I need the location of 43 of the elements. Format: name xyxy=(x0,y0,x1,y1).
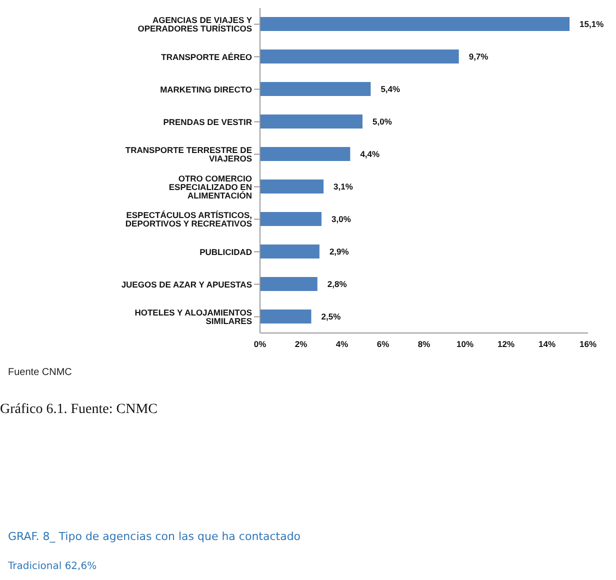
data-label: 3,0% xyxy=(332,214,352,224)
x-tick-label: 2% xyxy=(294,339,308,350)
text: Gráfico 6.1. Fuente: CNMC xyxy=(0,402,158,418)
x-tick-label: 16% xyxy=(579,339,597,350)
bar xyxy=(260,114,362,128)
y-tick-label: TRANSPORTE AÉREO xyxy=(161,52,252,62)
bar xyxy=(260,147,350,161)
bar xyxy=(260,212,322,226)
x-tick-label: 0% xyxy=(254,339,267,350)
x-tick-label: 6% xyxy=(376,339,390,350)
x-tick-label: 8% xyxy=(418,339,431,350)
y-tick-label: AGENCIAS DE VIAJES Y OPERADORES TURÍSTICOS xyxy=(138,15,252,34)
y-tick-label: ESPECTÁCULOS ARTÍSTICOS, DEPORTIVOS Y RECREATIVOS xyxy=(125,210,252,229)
bar xyxy=(260,17,570,31)
data-label: 5,4% xyxy=(380,84,401,94)
y-tick-label: PUBLICIDAD xyxy=(200,246,252,257)
x-tick-label: 4% xyxy=(336,339,349,350)
data-label: 4,4% xyxy=(360,149,380,160)
y-tick-label: TRANSPORTE TERRESTRE DE VIAJEROS xyxy=(125,145,252,164)
source-note: Fuente CNMC xyxy=(8,367,73,378)
text: Tradicional 62,6% xyxy=(8,561,98,572)
bar xyxy=(260,50,459,64)
x-tick-label: 10% xyxy=(456,339,474,350)
y-tick-label: PRENDAS DE VESTIR xyxy=(163,116,252,127)
bar xyxy=(260,82,371,96)
data-label: 9,7% xyxy=(468,52,489,62)
data-label: 15,1% xyxy=(580,19,604,30)
text: GRAF. 8_ Tipo de agencias con las que ha contactado xyxy=(8,530,302,543)
y-tick-label: HOTELES Y ALOJAMIENTOS SIMILARES xyxy=(134,308,252,326)
bar xyxy=(260,180,324,194)
data-label: 3,1% xyxy=(334,182,354,192)
y-tick-label: MARKETING DIRECTO xyxy=(160,84,252,94)
data-label: 2,8% xyxy=(327,279,348,290)
bar xyxy=(260,310,312,324)
bar xyxy=(260,277,318,291)
x-tick-label: 14% xyxy=(538,339,556,350)
y-tick-label: OTRO COMERCIO ESPECIALIZADO EN ALIMENTACIÓN xyxy=(168,173,252,200)
bar xyxy=(260,244,320,258)
data-label: 5,0% xyxy=(372,116,392,127)
data-label: 2,9% xyxy=(329,246,350,257)
y-tick-label: JUEGOS DE AZAR Y APUESTAS xyxy=(121,279,252,290)
data-label: 2,5% xyxy=(321,312,342,322)
x-tick-label: 12% xyxy=(497,339,515,350)
